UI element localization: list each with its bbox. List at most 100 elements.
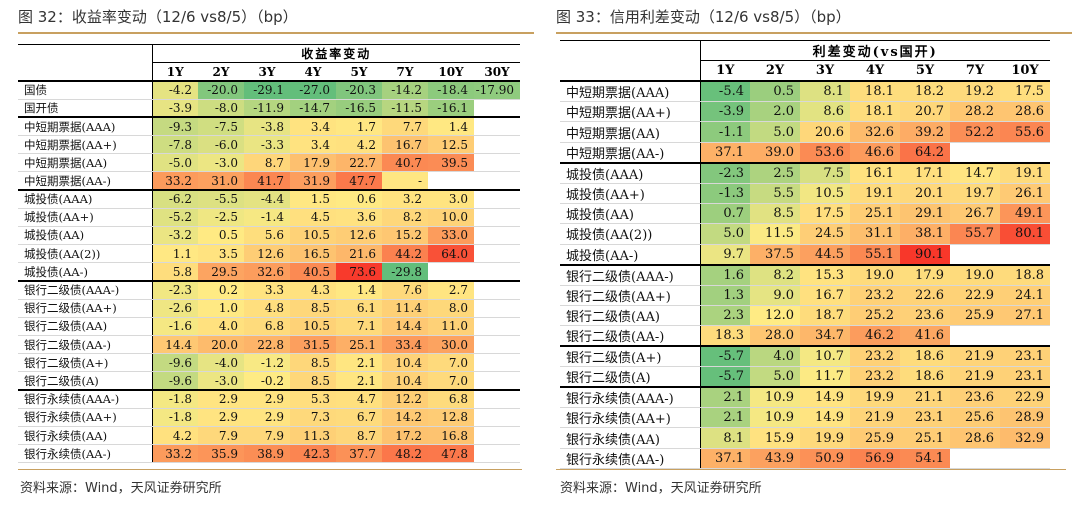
table-cell: 23.2 [850, 366, 900, 389]
table-cell: -7.8 [152, 135, 198, 155]
table-cell: -16.1 [428, 99, 474, 119]
row-label: 中短期票据(AA+) [18, 135, 153, 155]
table-cell: 8.5 [750, 203, 800, 225]
table-cell: -27.0 [290, 80, 336, 100]
table-cell: 53.6 [800, 142, 850, 164]
table-cell: 22.9 [950, 285, 1000, 306]
table-cell: 10.4 [382, 371, 428, 392]
column-header: 10Y [1000, 60, 1050, 83]
table-cell: 33.0 [428, 226, 474, 246]
table-cell: 2.3 [700, 305, 750, 327]
header-corner [18, 43, 153, 63]
table-cell: 40.5 [290, 262, 336, 282]
table-row: 银行永续债(AA-) 33.2 35.9 38.9 42.3 37.7 48.2 47.8 [18, 444, 520, 464]
table-cell: -5.7 [700, 366, 750, 389]
table-row: 中短期票据(AA-) 37.1 39.0 53.6 46.6 64.2 [560, 142, 1050, 164]
table-row: 中短期票据(AA+) -7.8 -6.0 -3.3 3.4 4.2 16.7 12.5 [18, 135, 520, 155]
table-cell: 19.9 [850, 387, 900, 409]
table-cell: 14.4 [152, 335, 198, 355]
table-cell: 17.1 [900, 162, 950, 184]
table-cell: 28.0 [750, 325, 800, 348]
column-header-corner [560, 60, 701, 83]
table-cell: 46.2 [850, 325, 900, 348]
table-cell [474, 99, 520, 119]
row-label: 银行永续债(AA+) [18, 408, 153, 427]
table-cell: -1.2 [244, 353, 290, 373]
table-cell: 38.9 [244, 444, 290, 464]
right-table-wrap: 利差变动(vs国开) 1Y 2Y 3Y 4Y 5Y 7Y 10Y 中短期票据(AAA) -5.4 0… [560, 39, 1050, 470]
row-label: 中短期票据(AAA) [560, 81, 701, 103]
table-row: 银行二级债(AAA-) -2.3 0.2 3.3 4.3 1.4 7.6 2.7 [18, 280, 520, 300]
table-cell: 32.6 [244, 262, 290, 282]
table-cell [1000, 142, 1050, 164]
table-cell: 7.6 [382, 280, 428, 300]
row-label: 银行二级债(AAA-) [18, 280, 153, 300]
table-cell: -1.1 [700, 121, 750, 143]
row-label: 银行永续债(AA) [18, 426, 153, 446]
table-cell: 22.7 [336, 153, 382, 173]
table-cell: 7.0 [428, 371, 474, 392]
table-cell: -1.3 [700, 183, 750, 204]
table-cell: 1.0 [198, 299, 244, 318]
table-cell: 11.4 [382, 299, 428, 318]
table-cell: 2.7 [428, 280, 474, 300]
row-label: 城投债(AA-) [560, 244, 701, 266]
table-cell: 42.3 [290, 444, 336, 464]
column-header: 5Y [336, 62, 382, 82]
row-label: 银行二级债(A+) [18, 353, 153, 373]
table-cell: 4.7 [336, 390, 382, 409]
table-cell: 14.9 [800, 407, 850, 429]
table-cell: 4.2 [336, 135, 382, 155]
yield-change-table: 收益率变动 1Y 2Y 3Y 4Y 5Y 7Y 10Y 30Y 国债 -4.2 -20.0 -29.1-… [18, 43, 520, 464]
table-cell: 40.7 [382, 153, 428, 173]
table-row: 银行二级债(AAA-) 1.6 8.2 15.3 19.0 17.9 19.0 18.8 [560, 264, 1050, 286]
table-cell: -4.2 [152, 80, 198, 100]
table-cell: 3.6 [336, 208, 382, 227]
table-cell: 39.0 [750, 142, 800, 164]
table-cell: 23.2 [850, 346, 900, 368]
table-cell: 7.5 [800, 162, 850, 184]
column-header: 3Y [800, 60, 850, 83]
table-cell: 56.9 [850, 448, 900, 470]
table-cell: -1.6 [152, 317, 198, 337]
table-cell: 20.0 [198, 335, 244, 355]
table-cell [474, 335, 520, 355]
table-cell: 37.5 [750, 244, 800, 266]
table-cell: 5.8 [152, 262, 198, 282]
table-row: 中短期票据(AA-) 33.2 31.0 41.7 31.9 47.7- [18, 171, 520, 192]
table-cell: 31.9 [290, 171, 336, 192]
left-panel: 图 32：收益率变动（12/6 vs8/5）（bp） [18, 0, 534, 34]
row-label: 城投债(AAA) [560, 162, 701, 184]
row-label: 银行二级债(AA-) [560, 325, 701, 348]
right-panel: 图 33：信用利差变动（12/6 vs8/5）（bp） [556, 0, 1072, 34]
table-cell [1000, 325, 1050, 348]
row-label: 中短期票据(AA+) [560, 101, 701, 123]
table-row: 银行二级债(AA-) 14.4 20.0 22.8 31.5 25.1 33.4 30.0 [18, 335, 520, 355]
table-row: 银行永续债(AAA-) 2.1 10.9 14.9 19.9 21.1 23.6 22.9 [560, 387, 1050, 409]
table-cell: 23.1 [900, 407, 950, 429]
table-cell: -20.3 [336, 80, 382, 100]
table-cell: -2.5 [198, 208, 244, 227]
table-cell: 18.6 [900, 346, 950, 368]
table-cell: -2.3 [700, 162, 750, 184]
table-row: 国开债 -3.9 -8.0 -11.9 -14.7 -16.5 -11.5 -16.1 [18, 99, 520, 119]
table-cell: 10.9 [750, 387, 800, 409]
row-label: 银行二级债(AA) [18, 317, 153, 337]
table-cell [474, 299, 520, 318]
table-cell: 28.9 [1000, 407, 1050, 429]
table-row: 中短期票据(AA) -1.1 5.0 20.6 32.6 39.2 52.2 55.6 [560, 121, 1050, 143]
table-cell: -8.0 [198, 99, 244, 119]
right-figure-title: 图 33：信用利差变动（12/6 vs8/5）（bp） [556, 8, 851, 26]
table-cell: 4.0 [750, 346, 800, 368]
table-cell: 29.1 [900, 203, 950, 225]
table-cell: 8.5 [290, 371, 336, 392]
table-cell [950, 142, 1000, 164]
table-cell [474, 426, 520, 446]
table-cell: 32.6 [850, 121, 900, 143]
row-label: 中短期票据(AAA) [18, 117, 153, 136]
table-cell: 18.7 [800, 305, 850, 327]
table-cell: 1.1 [152, 244, 198, 264]
table-cell: 38.1 [900, 223, 950, 245]
table-cell: 25.1 [336, 335, 382, 355]
table-cell: 12.2 [382, 390, 428, 409]
